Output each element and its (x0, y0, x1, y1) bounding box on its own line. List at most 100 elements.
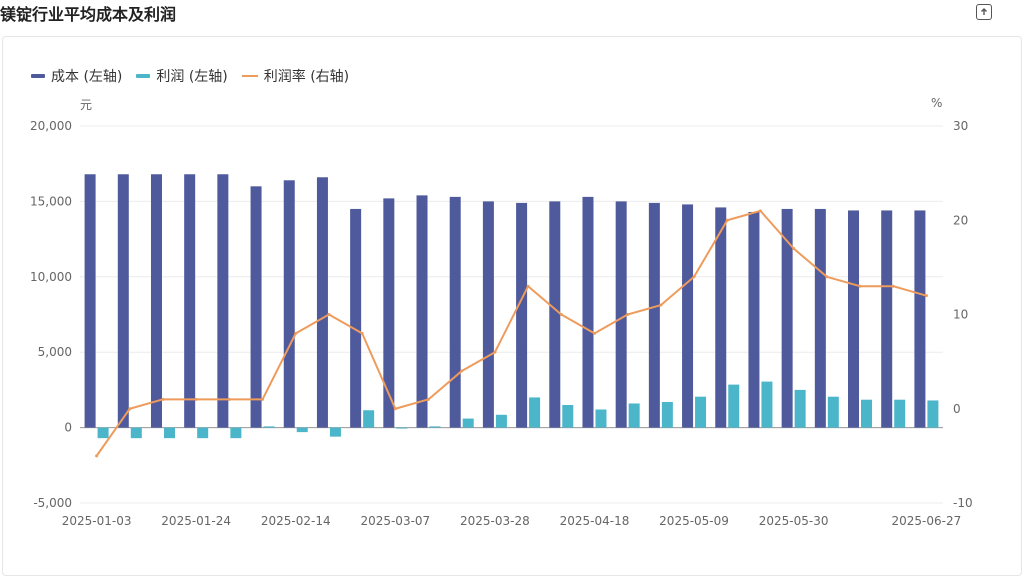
point-margin (559, 313, 563, 316)
y-right-tick-label: 30 (953, 119, 968, 133)
export-button[interactable] (976, 4, 992, 20)
bar-cost (814, 208, 826, 428)
legend-swatch-profit (136, 74, 151, 78)
bar-cost (283, 180, 295, 428)
bar-profit (827, 396, 839, 428)
bar-cost (516, 202, 528, 428)
point-margin (825, 275, 829, 279)
bar-cost (250, 186, 262, 428)
bar-profit (927, 400, 939, 428)
point-margin (194, 397, 198, 401)
bar-profit (661, 401, 673, 428)
point-margin (858, 284, 862, 288)
bar-cost (582, 196, 594, 428)
legend-label-profit: 利润 (左轴) (156, 69, 228, 85)
y-right-tick-label: 0 (953, 402, 961, 416)
chart-legend: 成本 (左轴) 利润 (左轴) 利润率 (右轴) (31, 66, 363, 86)
point-margin (327, 313, 331, 316)
point-margin (161, 397, 165, 401)
point-margin (526, 284, 530, 288)
bar-profit (329, 427, 341, 437)
y-left-tick-label: 10,000 (30, 270, 72, 284)
bar-profit (628, 403, 640, 428)
bar-cost (648, 202, 660, 428)
y-right-tick-label: -10 (953, 496, 973, 510)
bar-profit (163, 427, 175, 439)
x-tick-label: 2025-03-28 (460, 514, 530, 528)
bar-cost (748, 211, 760, 428)
point-margin (360, 331, 364, 335)
bar-profit (130, 427, 142, 439)
bar-profit (562, 404, 574, 428)
bar-cost (615, 201, 627, 428)
point-margin (659, 303, 663, 307)
bar-cost (117, 174, 129, 428)
bar-cost (549, 201, 561, 428)
point-margin (294, 331, 298, 335)
point-margin (792, 247, 796, 251)
y-right-tick-label: 20 (953, 213, 968, 227)
bar-cost (848, 210, 860, 428)
point-margin (891, 284, 895, 288)
left-axis-unit: 元 (80, 98, 93, 112)
x-tick-label: 2025-01-24 (161, 514, 231, 528)
legend-label-margin: 利润率 (右轴) (263, 69, 350, 85)
line-margin (95, 209, 927, 457)
bar-cost (383, 198, 395, 428)
x-tick-label: 2025-01-03 (62, 514, 132, 528)
bar-cost (715, 207, 727, 428)
x-tick-label: 2025-03-07 (360, 514, 430, 528)
bar-cost (914, 210, 926, 428)
bar-profit (495, 414, 507, 428)
bar-profit (529, 397, 541, 428)
point-margin (493, 350, 497, 354)
x-tick-label: 2025-02-14 (261, 514, 331, 528)
y-right-tick-label: 10 (953, 308, 968, 322)
right-axis-unit: % (931, 96, 943, 110)
x-tick-label: 2025-05-09 (659, 514, 729, 528)
bar-profit (429, 426, 441, 428)
point-margin (924, 294, 928, 298)
bar-cost (350, 208, 362, 428)
point-margin (427, 397, 431, 401)
y-left-tick-label: -5,000 (33, 496, 72, 510)
legend-item-margin[interactable]: 利润率 (右轴) (241, 66, 350, 86)
bar-profit (396, 427, 408, 429)
bar-cost (316, 177, 328, 428)
point-margin (227, 397, 231, 401)
bar-profit (794, 389, 806, 428)
bar-profit (695, 396, 707, 428)
legend-item-cost[interactable]: 成本 (左轴) (31, 66, 122, 86)
export-icon (981, 8, 987, 15)
point-margin (758, 209, 762, 213)
bar-profit (197, 427, 209, 439)
point-margin (692, 275, 696, 279)
bar-cost (449, 196, 461, 428)
bar-profit (861, 399, 873, 428)
bar-cost (881, 210, 893, 428)
y-left-tick-label: 15,000 (30, 194, 72, 208)
bar-profit (894, 399, 906, 428)
legend-swatch-cost (31, 74, 45, 78)
legend-label-cost: 成本 (左轴) (51, 69, 123, 85)
x-tick-label: 2025-05-30 (759, 514, 829, 528)
bar-profit (363, 410, 375, 428)
bar-cost (416, 195, 428, 428)
bar-profit (97, 427, 109, 439)
bar-profit (761, 381, 773, 428)
bar-cost (682, 204, 694, 428)
bar-cost (184, 174, 196, 428)
bar-cost (781, 208, 793, 428)
point-margin (626, 313, 630, 316)
legend-item-profit[interactable]: 利润 (左轴) (136, 66, 228, 86)
bar-profit (230, 427, 242, 439)
bar-cost (482, 201, 494, 428)
bar-cost (84, 174, 96, 428)
x-tick-label: 2025-06-27 (892, 514, 962, 528)
bar-profit (462, 418, 474, 428)
point-margin (725, 218, 729, 222)
point-margin (261, 397, 265, 401)
point-margin (128, 407, 132, 411)
x-tick-label: 2025-04-18 (560, 514, 630, 528)
